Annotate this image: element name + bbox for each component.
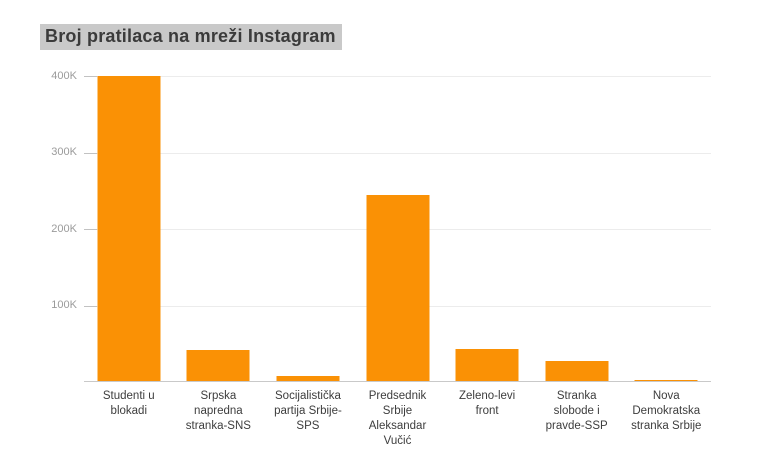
bar-6	[545, 360, 609, 382]
plot-area: Studenti u blokadi Srpska napredna stranka-S…	[84, 76, 711, 447]
x-axis-label-line: pravde-SSP	[545, 420, 608, 432]
bar-3	[276, 375, 340, 382]
x-axis-label-line: Socijalistička	[275, 390, 341, 402]
y-axis-label: 300K	[51, 146, 77, 158]
x-axis-label: Predsednik Srbije Aleksandar Vučić	[369, 389, 427, 449]
x-axis-label-line: partija Srbije-	[274, 405, 342, 417]
x-axis-label: Studenti u blokadi	[103, 389, 155, 419]
gridline-300K	[84, 152, 711, 154]
x-axis-label: Stranka slobode i pravde-SSP	[546, 389, 608, 434]
y-axis-tick-400K	[84, 76, 97, 77]
bar-column: Socijalistička partija Srbije- SPS	[263, 76, 353, 432]
x-axis-label-line: SPS	[296, 420, 320, 432]
x-axis-label-line: Srpska	[200, 390, 237, 402]
x-axis-label-line: napredna	[194, 405, 243, 417]
bar-4	[366, 194, 430, 382]
x-axis-label-line: Demokratska	[632, 405, 701, 417]
y-axis-tick-100K	[84, 305, 97, 307]
x-axis-label-line: Vučić	[383, 435, 412, 447]
gridline-400K	[84, 76, 711, 77]
bar-1	[97, 76, 161, 382]
bar-column: Nova Demokratska stranka Srbije	[621, 76, 711, 432]
x-axis-label-line: Zeleno-levi	[458, 390, 516, 402]
y-axis-label: 400K	[51, 69, 77, 82]
x-axis-label: Srpska napredna stranka-SNS	[186, 389, 251, 434]
x-axis-label-line: Srbije	[382, 405, 413, 417]
x-axis-label-line: stranka-SNS	[185, 420, 251, 432]
y-axis-tick-300K	[84, 152, 97, 154]
x-axis-label-line: blokadi	[110, 405, 148, 417]
bar-column: Srpska napredna stranka-SNS	[174, 76, 264, 432]
bar-2	[186, 349, 250, 382]
x-axis-label-line: front	[475, 405, 499, 417]
x-axis-label-line: Predsednik	[368, 390, 427, 402]
x-axis-line	[84, 381, 711, 382]
x-axis-label-line: stranka Srbije	[631, 420, 702, 432]
bar-column: Predsednik Srbije Aleksandar Vučić	[353, 76, 443, 447]
x-axis-label: Nova Demokratska stranka Srbije	[631, 389, 701, 434]
x-axis-label-line: Nova	[652, 390, 680, 402]
bar-column: Stranka slobode i pravde-SSP	[532, 76, 622, 432]
y-axis-label: 100K	[51, 299, 77, 311]
y-axis-tick-200K	[84, 229, 97, 230]
bar-column: Zeleno-levi front	[442, 76, 532, 417]
x-axis-label: Socijalistička partija Srbije- SPS	[274, 389, 342, 434]
bar-7	[634, 379, 698, 382]
x-axis-label-line: Aleksandar	[368, 420, 427, 432]
x-axis-label-line: Studenti u	[102, 390, 155, 402]
bar-column: Studenti u blokadi	[84, 76, 174, 417]
bar-5	[455, 349, 519, 382]
x-axis-label-line: Stranka	[556, 390, 597, 402]
x-axis-label: Zeleno-levi front	[459, 389, 515, 419]
bars-row: Studenti u blokadi Srpska napredna stranka-S…	[84, 76, 711, 447]
x-axis-label-line: slobode i	[553, 405, 600, 417]
chart-title: Broj pratilaca na mreži Instagram	[40, 24, 342, 50]
y-axis-label: 200K	[51, 222, 77, 235]
